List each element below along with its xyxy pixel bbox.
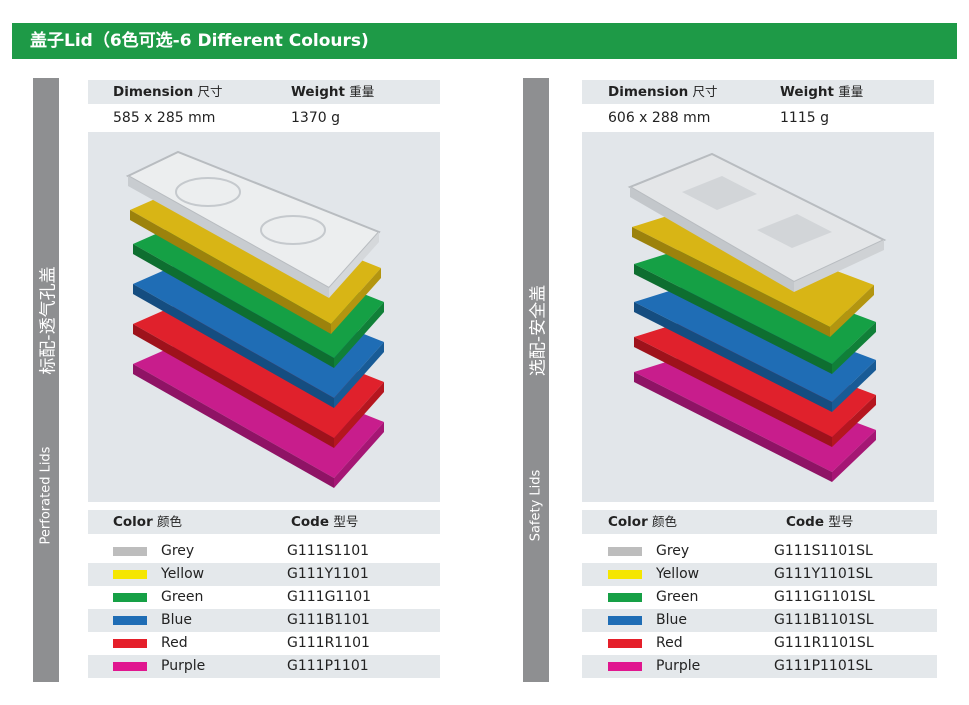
color-name: Yellow: [161, 566, 205, 582]
color-name: Green: [161, 589, 204, 605]
purple-swatch: [608, 662, 642, 671]
weight-label: Weight: [291, 84, 345, 100]
table-row: Red G111R1101SL: [582, 632, 937, 655]
left-color-table-header: Color 颜色 Code 型号: [88, 510, 440, 534]
color-code: G111P1101: [287, 658, 369, 674]
table-row: Purple G111P1101: [88, 655, 440, 678]
color-code: G111G1101SL: [774, 589, 875, 605]
lid-stack-illustration: [125, 150, 384, 488]
green-swatch: [113, 593, 147, 602]
table-row: Blue G111B1101: [88, 609, 440, 632]
color-name: Purple: [656, 658, 701, 674]
right-color-table-header: Color 颜色 Code 型号: [582, 510, 937, 534]
blue-swatch: [608, 616, 642, 625]
section-banner: 盖子Lid（6色可选-6 Different Colours): [12, 23, 957, 59]
code-label-cn: 型号: [828, 514, 854, 529]
blue-swatch: [113, 616, 147, 625]
weight-label-cn: 重量: [349, 84, 375, 99]
color-code: G111Y1101: [287, 566, 369, 582]
color-name: Grey: [656, 543, 690, 559]
color-name: Grey: [161, 543, 195, 559]
color-code: G111B1101: [287, 612, 370, 628]
green-lid: [634, 249, 876, 374]
lid-stack-illustration: [627, 152, 887, 482]
table-row: Purple G111P1101SL: [582, 655, 937, 678]
safety-lids-image: [582, 132, 934, 502]
dimension-value: 606 x 288 mm: [608, 110, 711, 126]
table-row: Grey G111S1101SL: [582, 540, 937, 563]
dimension-label: Dimension: [113, 84, 194, 100]
red-swatch: [113, 639, 147, 648]
table-row: Blue G111B1101SL: [582, 609, 937, 632]
left-spec-values: 585 x 285 mm 1370 g: [88, 106, 440, 130]
yellow-lid: [632, 212, 874, 337]
right-spec-header: Dimension 尺寸 Weight 重量: [582, 80, 934, 104]
right-side-bar: 选配-安全盖 Safety Lids: [523, 78, 549, 682]
dimension-label-cn: 尺寸: [197, 84, 223, 99]
dimension-label: Dimension: [608, 84, 689, 100]
purple-lid: [133, 342, 384, 488]
grey-swatch: [608, 547, 642, 556]
color-code: G111G1101: [287, 589, 372, 605]
color-label: Color: [113, 514, 153, 530]
color-label-cn: 颜色: [157, 514, 183, 529]
weight-value: 1115 g: [780, 110, 829, 126]
color-name: Yellow: [656, 566, 700, 582]
code-label: Code: [291, 514, 330, 530]
red-lid: [133, 302, 384, 448]
color-label: Color: [608, 514, 648, 530]
color-code: G111B1101SL: [774, 612, 874, 628]
table-row: Yellow G111Y1101SL: [582, 563, 937, 586]
dimension-label-cn: 尺寸: [692, 84, 718, 99]
red-lid: [634, 322, 876, 447]
dimension-value: 585 x 285 mm: [113, 110, 216, 126]
color-name: Green: [656, 589, 699, 605]
table-row: Green G111G1101: [88, 586, 440, 609]
left-side-title-en: Perforated Lids: [38, 446, 54, 545]
purple-swatch: [113, 662, 147, 671]
blue-lid: [133, 262, 384, 408]
table-row: Grey G111S1101: [88, 540, 440, 563]
color-code: G111S1101SL: [774, 543, 873, 559]
red-swatch: [608, 639, 642, 648]
left-side-title-cn: 标配-透气孔盖: [38, 266, 59, 375]
left-side-bar: 标配-透气孔盖 Perforated Lids: [33, 78, 59, 682]
left-spec-header: Dimension 尺寸 Weight 重量: [88, 80, 440, 104]
color-code: G111P1101SL: [774, 658, 873, 674]
right-spec-values: 606 x 288 mm 1115 g: [582, 106, 934, 130]
color-label-cn: 颜色: [652, 514, 678, 529]
color-code: G111R1101SL: [774, 635, 874, 651]
color-name: Red: [656, 635, 683, 651]
weight-label-cn: 重量: [838, 84, 864, 99]
weight-value: 1370 g: [291, 110, 340, 126]
right-side-title-en: Safety Lids: [528, 469, 544, 542]
code-label: Code: [786, 514, 825, 530]
grey-lid: [627, 152, 887, 292]
color-name: Red: [161, 635, 188, 651]
yellow-swatch: [113, 570, 147, 579]
yellow-swatch: [608, 570, 642, 579]
green-swatch: [608, 593, 642, 602]
grey-swatch: [113, 547, 147, 556]
right-side-title-cn: 选配-安全盖: [528, 284, 549, 377]
purple-lid: [634, 357, 876, 482]
weight-label: Weight: [780, 84, 834, 100]
table-row: Green G111G1101SL: [582, 586, 937, 609]
perforated-lids-image: [88, 132, 440, 502]
code-label-cn: 型号: [333, 514, 359, 529]
grey-lid: [125, 150, 381, 298]
color-name: Purple: [161, 658, 206, 674]
table-row: Red G111R1101: [88, 632, 440, 655]
color-code: G111R1101: [287, 635, 370, 651]
color-name: Blue: [656, 612, 687, 628]
blue-lid: [634, 287, 876, 412]
color-name: Blue: [161, 612, 192, 628]
color-code: G111Y1101SL: [774, 566, 873, 582]
table-row: Yellow G111Y1101: [88, 563, 440, 586]
color-code: G111S1101: [287, 543, 370, 559]
